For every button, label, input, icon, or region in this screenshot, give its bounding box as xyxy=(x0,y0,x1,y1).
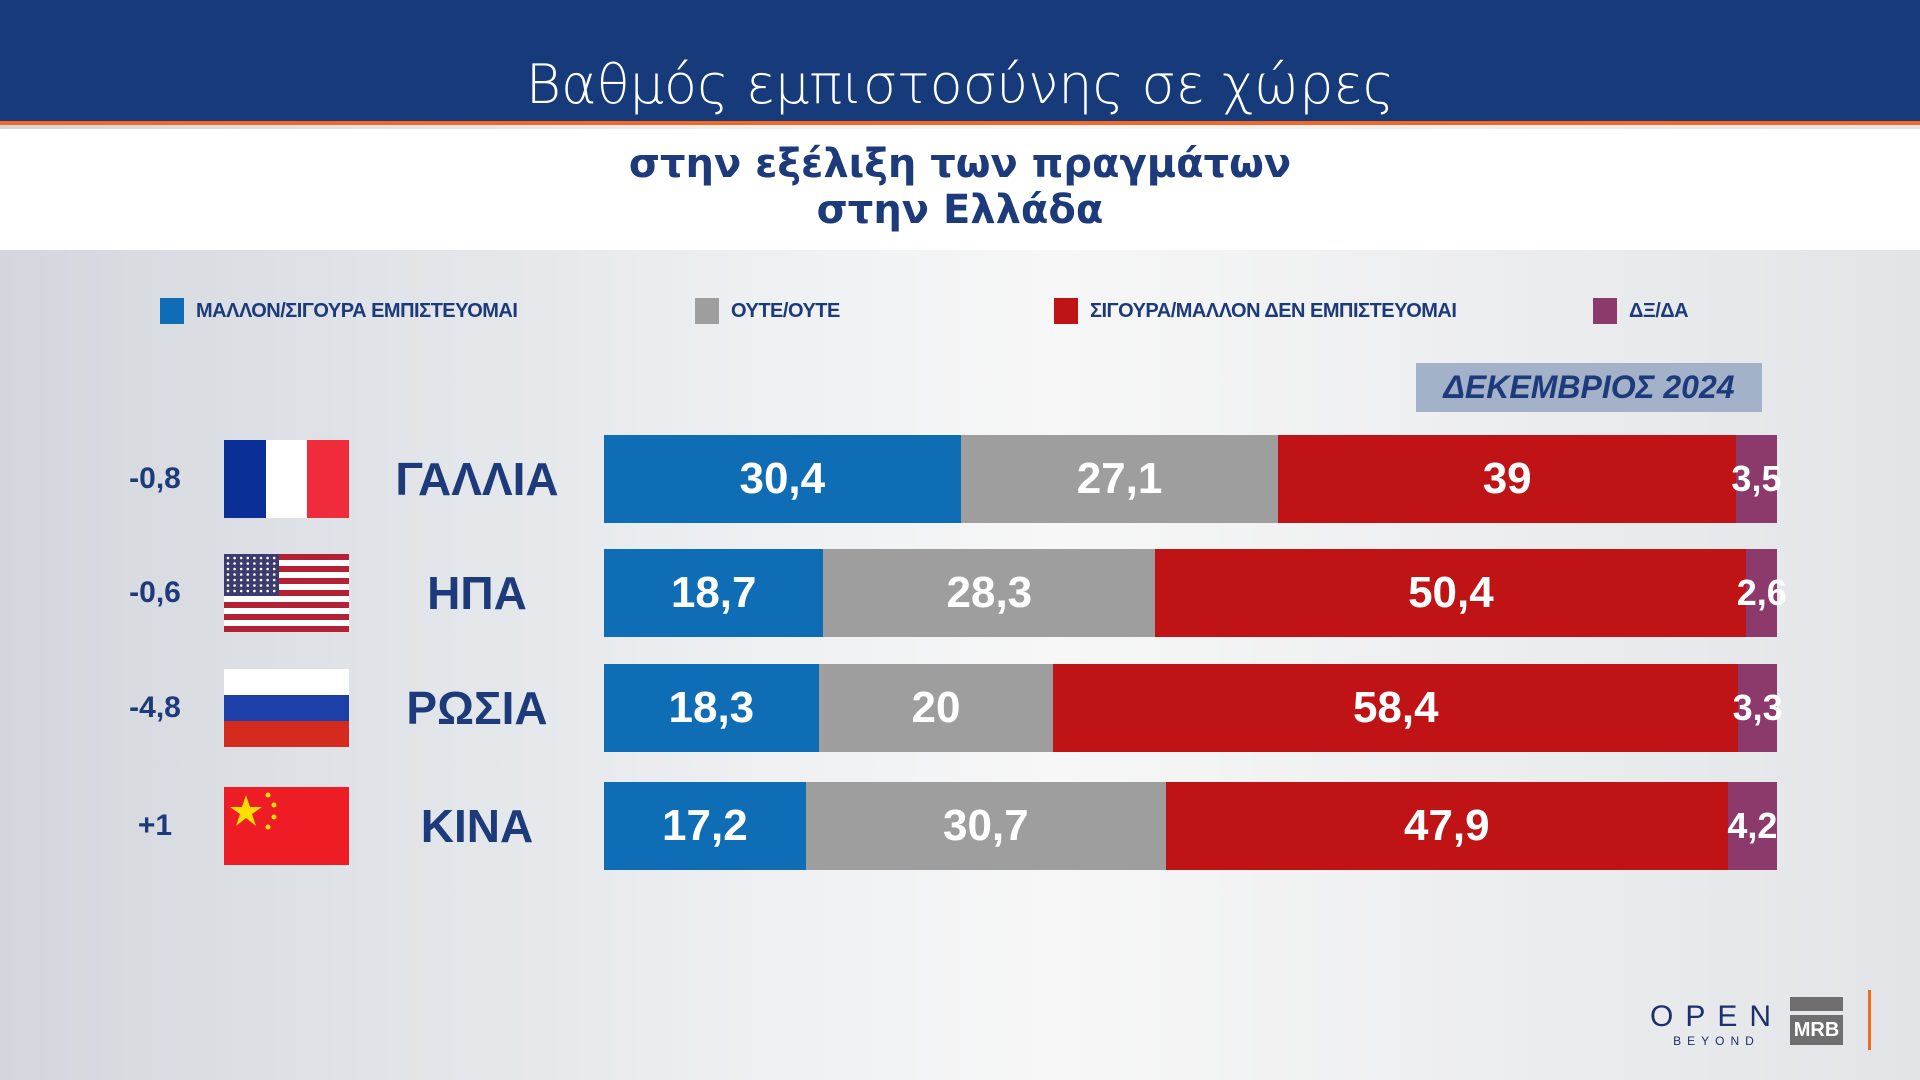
bar-segment: 50,4 xyxy=(1155,549,1747,637)
chart-row: -0,8 ΓΑΛΛΙΑ 30,4 27,1 39 3,5 xyxy=(0,435,1920,523)
legend-label: ΣΙΓΟΥΡΑ/ΜΑΛΛΟΝ ΔΕΝ ΕΜΠΙΣΤΕΥΟΜΑΙ xyxy=(1090,299,1457,322)
change-value: -0,8 xyxy=(129,462,181,495)
subtitle-line-2: στην Ελλάδα xyxy=(816,187,1104,233)
legend-item: ΣΙΓΟΥΡΑ/ΜΑΛΛΟΝ ΔΕΝ ΕΜΠΙΣΤΕΥΟΜΑΙ xyxy=(1054,298,1457,324)
subtitle-line-1: στην εξέλιξη των πραγμάτων xyxy=(628,141,1292,187)
header-bar: Βαθμός εμπιστοσύνης σε χώρες xyxy=(0,0,1920,125)
data-label: 58,4 xyxy=(1352,683,1439,732)
data-label: 4,2 xyxy=(1727,805,1778,846)
open-beyond-logo: OPEN BEYOND xyxy=(1650,1000,1783,1048)
bar-segment: 27,1 xyxy=(960,435,1279,523)
data-label: 20 xyxy=(911,683,961,732)
data-label: 27,1 xyxy=(1076,454,1163,503)
bar-segment: 3,5 xyxy=(1731,435,1781,523)
legend-item: ΟΥΤΕ/ΟΥΤΕ xyxy=(695,298,840,324)
legend-label: ΟΥΤΕ/ΟΥΤΕ xyxy=(731,299,840,322)
data-label: 30,4 xyxy=(739,454,826,503)
bar-segment: 18,7 xyxy=(604,549,824,637)
data-label: 3,5 xyxy=(1731,458,1782,499)
subtitle: στην εξέλιξη των πραγμάτων στην Ελλάδα xyxy=(0,129,1920,250)
legend-label: ΜΑΛΛΟΝ/ΣΙΓΟΥΡΑ ΕΜΠΙΣΤΕΥΟΜΑΙ xyxy=(196,299,518,322)
logo-main: OPEN xyxy=(1650,1000,1784,1033)
chart-row: +1 ΚΙΝΑ 17,2 30,7 47,9 4,2 xyxy=(0,782,1920,870)
stacked-bar: 18,7 28,3 50,4 2,6 xyxy=(604,549,1787,637)
legend-swatch xyxy=(1593,298,1617,324)
country-label: ΡΩΣΙΑ xyxy=(406,682,548,734)
data-label: 30,7 xyxy=(942,801,1029,850)
country-label: ΗΠΑ xyxy=(427,567,527,619)
country-label: ΚΙΝΑ xyxy=(420,800,534,852)
bar-segment: 17,2 xyxy=(604,782,806,870)
data-label: 18,7 xyxy=(670,568,757,617)
legend-item: ΜΑΛΛΟΝ/ΣΙΓΟΥΡΑ ΕΜΠΙΣΤΕΥΟΜΑΙ xyxy=(160,298,518,324)
change-value: -4,8 xyxy=(129,691,181,724)
bar-segment: 58,4 xyxy=(1053,664,1739,752)
bar-segment: 3,3 xyxy=(1733,664,1783,752)
data-label: 3,3 xyxy=(1732,687,1783,728)
bar-segment: 4,2 xyxy=(1727,782,1778,870)
bar-segment: 30,4 xyxy=(604,435,961,523)
data-label: 47,9 xyxy=(1403,801,1490,850)
bar-segment: 2,6 xyxy=(1737,549,1787,637)
usa-flag-icon xyxy=(224,554,349,632)
chart-title: Βαθμός εμπιστοσύνης σε χώρες xyxy=(525,53,1395,116)
data-label: 17,2 xyxy=(662,801,748,850)
legend-label: ΔΞ/ΔΑ xyxy=(1629,299,1689,322)
stacked-bar: 17,2 30,7 47,9 4,2 xyxy=(604,782,1777,870)
stacked-bar: 18,3 20 58,4 3,3 xyxy=(604,664,1783,752)
russia-flag-icon xyxy=(224,669,349,747)
bar-segment: 30,7 xyxy=(805,782,1166,870)
change-value: -0,6 xyxy=(129,576,181,609)
data-label: 18,3 xyxy=(668,683,755,732)
legend-swatch xyxy=(695,298,719,324)
chart-row: -0,6 ΗΠΑ 18,7 28,3 50,4 2,6 xyxy=(0,549,1920,637)
data-label: 50,4 xyxy=(1408,568,1494,617)
france-flag-icon xyxy=(224,440,349,518)
mrb-text: MRB xyxy=(1790,1015,1843,1045)
stacked-bar: 30,4 27,1 39 3,5 xyxy=(604,435,1781,523)
bar-segment: 18,3 xyxy=(604,664,819,752)
legend-swatch xyxy=(160,298,184,324)
logo-sub: BEYOND xyxy=(1673,1034,1760,1048)
data-label: 39 xyxy=(1482,454,1532,503)
data-label: 2,6 xyxy=(1736,572,1787,613)
mrb-logo: MRB xyxy=(1790,997,1843,1045)
china-flag-icon xyxy=(224,787,349,865)
country-label: ΓΑΛΛΙΑ xyxy=(395,453,559,505)
bar-segment: 28,3 xyxy=(823,549,1156,637)
change-value: +1 xyxy=(137,809,173,842)
chart-row: -4,8 ΡΩΣΙΑ 18,3 20 58,4 3,3 xyxy=(0,664,1920,752)
bar-segment: 39 xyxy=(1278,435,1736,523)
bar-segment: 20 xyxy=(818,664,1054,752)
date-label: ΔΕΚΕΜΒΡΙΟΣ 2024 xyxy=(1416,363,1762,412)
bar-segment: 47,9 xyxy=(1165,782,1728,870)
data-label: 28,3 xyxy=(946,568,1033,617)
legend-swatch xyxy=(1054,298,1078,324)
legend-item: ΔΞ/ΔΑ xyxy=(1593,298,1689,324)
orange-divider xyxy=(1868,990,1871,1050)
